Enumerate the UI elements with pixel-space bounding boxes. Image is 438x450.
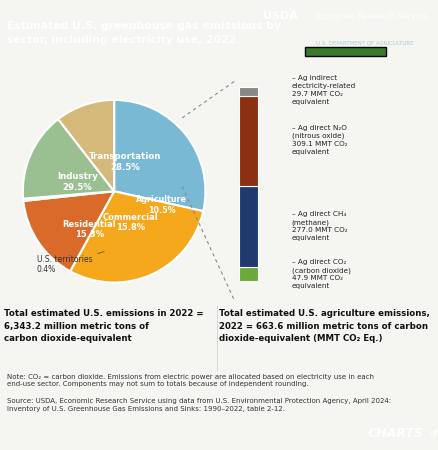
Text: Transportation
28.5%: Transportation 28.5%	[89, 153, 161, 172]
Text: Estimated U.S. greenhouse gas emissions by
sector, including electricity use, 20: Estimated U.S. greenhouse gas emissions …	[7, 22, 280, 45]
Text: – Ag direct CO₂
(carbon dioxide)
47.9 MMT CO₂
equivalent: – Ag direct CO₂ (carbon dioxide) 47.9 MM…	[291, 259, 350, 289]
Text: of: of	[428, 428, 437, 437]
Text: Agriculture
10.5%: Agriculture 10.5%	[136, 195, 187, 215]
Wedge shape	[58, 100, 114, 191]
Wedge shape	[23, 191, 114, 271]
Text: CHARTS: CHARTS	[367, 427, 423, 440]
Bar	[239, 96, 258, 186]
Text: Total estimated U.S. emissions in 2022 =
6,343.2 million metric tons of
carbon d: Total estimated U.S. emissions in 2022 =…	[4, 309, 203, 343]
Text: Total estimated U.S. agriculture emissions,
2022 = 663.6 million metric tons of : Total estimated U.S. agriculture emissio…	[219, 309, 429, 343]
Text: NOTE: NOTE	[428, 427, 438, 440]
Text: – Ag direct CH₄
(methane)
277.0 MMT CO₂
equivalent: – Ag direct CH₄ (methane) 277.0 MMT CO₂ …	[291, 212, 346, 241]
Text: USDA: USDA	[263, 11, 297, 21]
Text: – Ag direct N₂O
(nitrous oxide)
309.1 MMT CO₂
equivalent: – Ag direct N₂O (nitrous oxide) 309.1 MM…	[291, 125, 346, 155]
FancyBboxPatch shape	[304, 47, 385, 56]
Text: Source: USDA, Economic Research Service using data from U.S. Environmental Prote: Source: USDA, Economic Research Service …	[7, 398, 390, 412]
Text: Note: CO₂ = carbon dioxide. Emissions from electric power are allocated based on: Note: CO₂ = carbon dioxide. Emissions fr…	[7, 374, 373, 387]
Bar	[239, 186, 258, 267]
Bar	[239, 87, 258, 96]
Wedge shape	[114, 100, 205, 211]
Text: Economic Research Service: Economic Research Service	[315, 12, 426, 21]
Text: Commercial
15.8%: Commercial 15.8%	[102, 212, 158, 232]
Text: – Ag indirect
electricity-related
29.7 MMT CO₂
equivalent: – Ag indirect electricity-related 29.7 M…	[291, 75, 355, 104]
Wedge shape	[23, 119, 114, 199]
Text: U.S. DEPARTMENT OF AGRICULTURE: U.S. DEPARTMENT OF AGRICULTURE	[315, 40, 413, 45]
Text: Industry
29.5%: Industry 29.5%	[57, 172, 98, 192]
Wedge shape	[23, 191, 114, 201]
Text: U.S. territories
0.4%: U.S. territories 0.4%	[36, 252, 104, 274]
Wedge shape	[70, 191, 203, 283]
Text: Residential
15.3%: Residential 15.3%	[63, 220, 116, 239]
Bar	[239, 267, 258, 281]
